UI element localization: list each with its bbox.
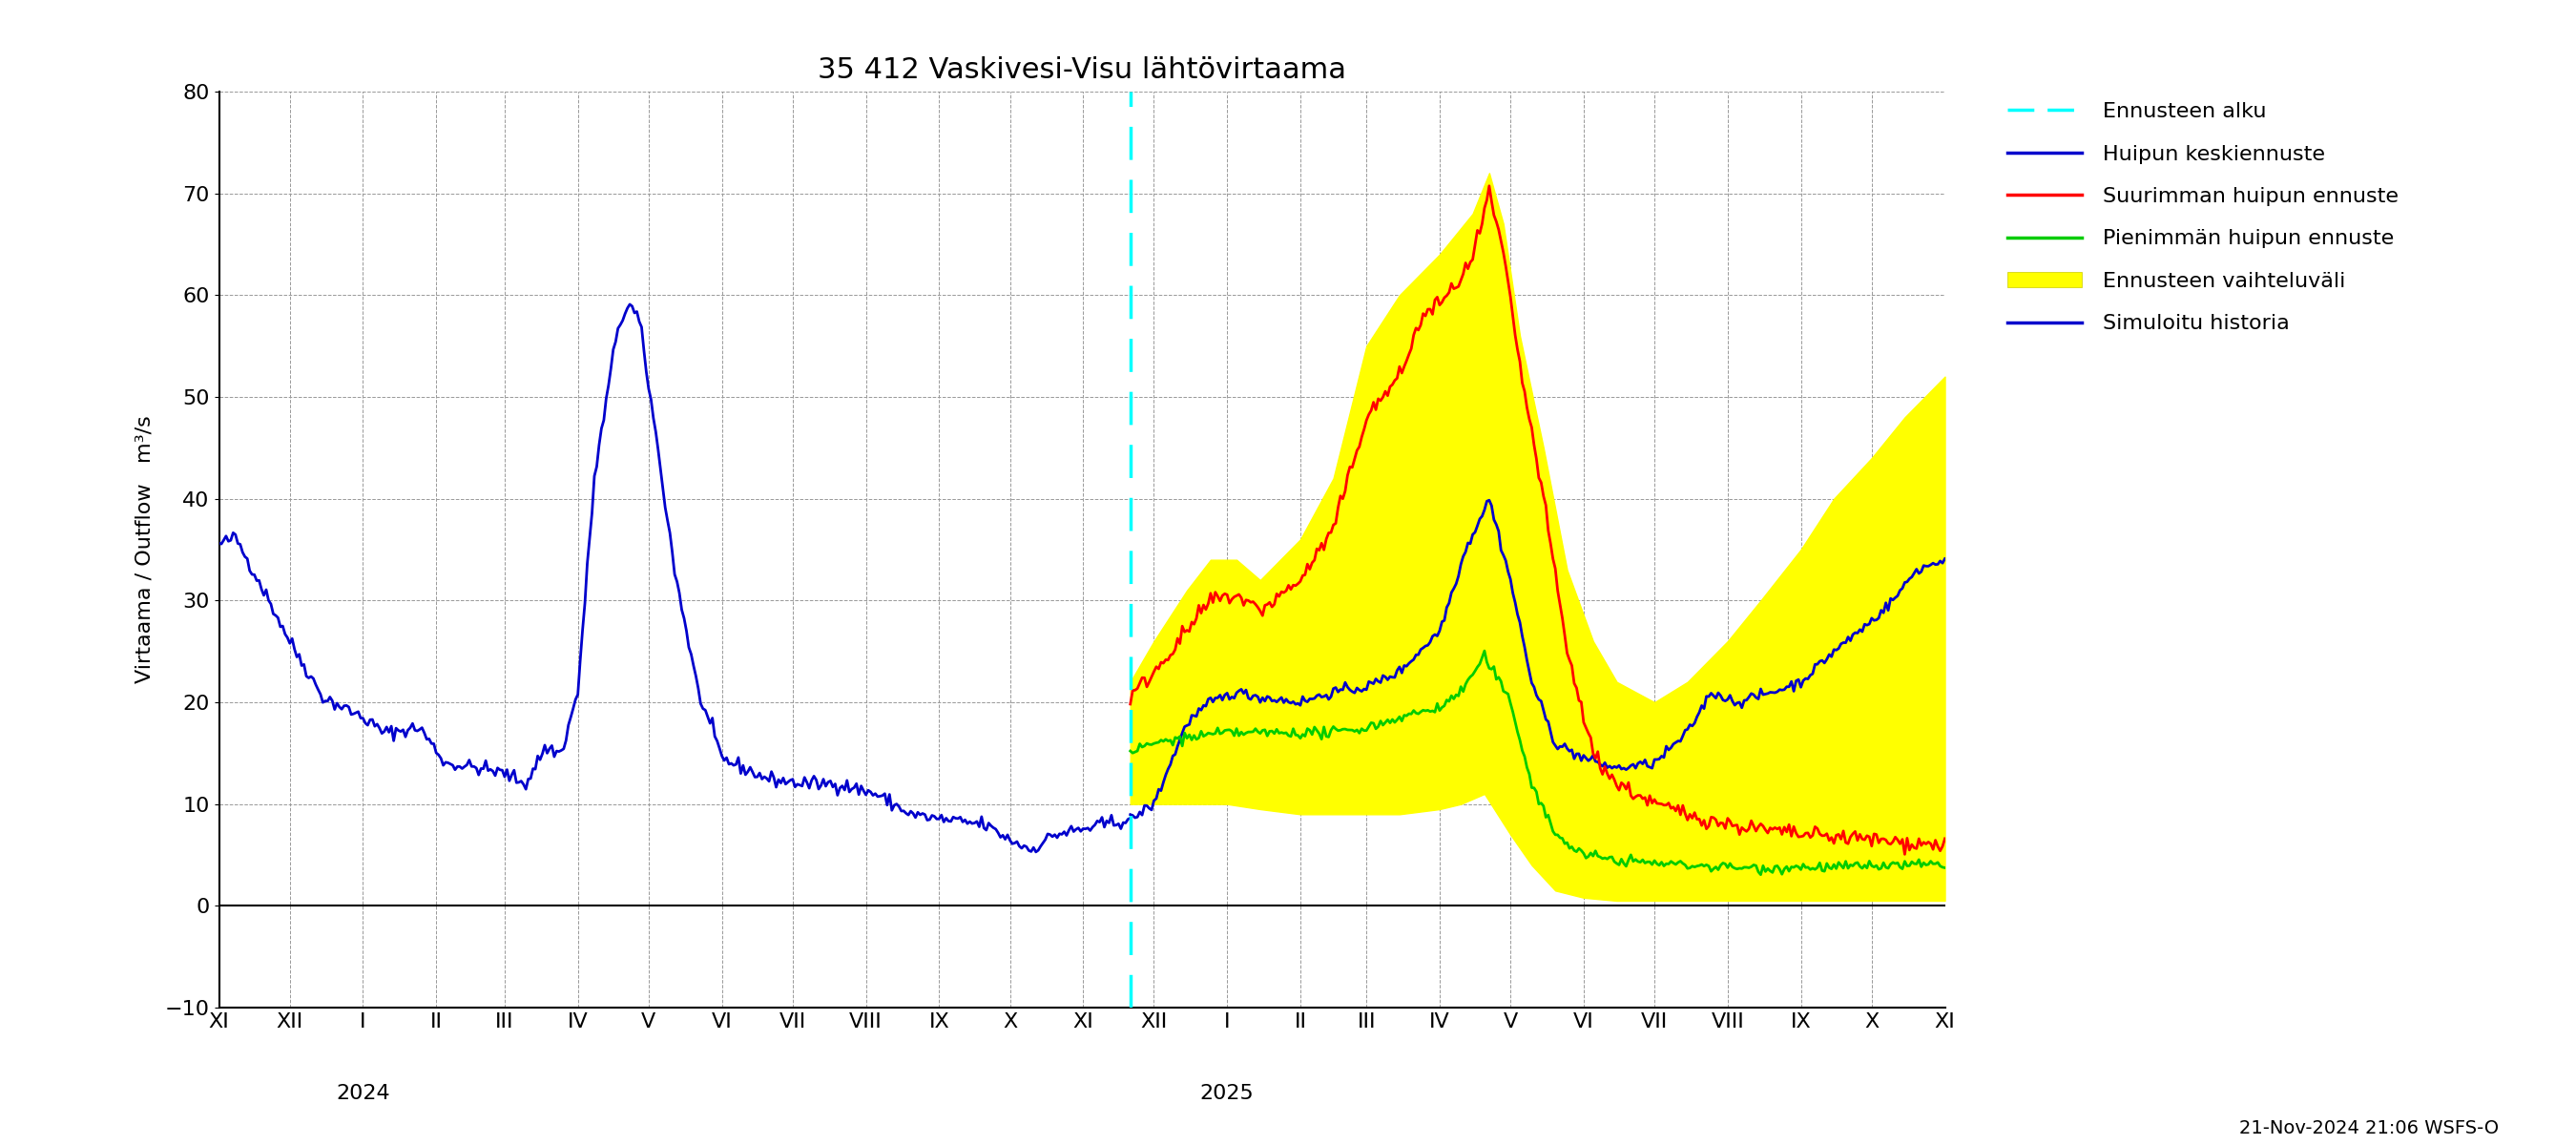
Text: 2025: 2025 [1200,1084,1255,1103]
Text: 2024: 2024 [335,1084,389,1103]
Y-axis label: Virtaama / Outflow   m³/s: Virtaama / Outflow m³/s [134,416,155,684]
Legend: Ennusteen alku, Huipun keskiennuste, Suurimman huipun ennuste, Pienimmän huipun : Ennusteen alku, Huipun keskiennuste, Suu… [2007,102,2398,333]
Title: 35 412 Vaskivesi-Visu lähtövirtaama: 35 412 Vaskivesi-Visu lähtövirtaama [817,56,1347,84]
Text: 21-Nov-2024 21:06 WSFS-O: 21-Nov-2024 21:06 WSFS-O [2239,1120,2499,1137]
